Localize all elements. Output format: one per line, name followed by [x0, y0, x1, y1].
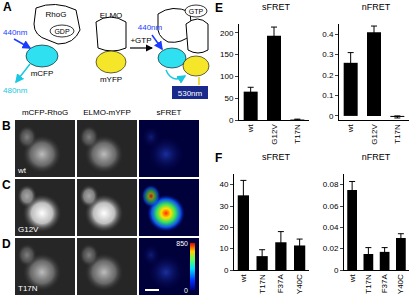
svg-text:10: 10 — [219, 244, 228, 253]
svg-text:0: 0 — [334, 266, 339, 275]
svg-text:sFRET: sFRET — [262, 152, 291, 162]
svg-text:mYFP: mYFP — [100, 75, 122, 84]
svg-text:0.3: 0.3 — [322, 50, 334, 59]
svg-text:nFRET: nFRET — [362, 2, 391, 12]
svg-text:wt: wt — [239, 273, 248, 283]
svg-text:C: C — [2, 178, 11, 192]
html-text:F: F — [215, 151, 223, 165]
svg-text:T17N: T17N — [18, 284, 38, 293]
svg-text:RhoG: RhoG — [46, 10, 67, 19]
svg-text:0: 0 — [224, 266, 229, 275]
svg-text:G12V: G12V — [370, 124, 379, 145]
svg-text:150: 150 — [220, 50, 234, 59]
svg-text:F37A: F37A — [276, 274, 285, 294]
svg-text:100: 100 — [220, 72, 234, 81]
svg-text:200: 200 — [220, 29, 234, 38]
svg-text:0.1: 0.1 — [322, 91, 334, 100]
svg-text:GTP: GTP — [189, 8, 204, 15]
svg-text:0: 0 — [229, 116, 234, 125]
svg-text:40: 40 — [219, 180, 228, 189]
svg-text:sFRET: sFRET — [262, 2, 291, 12]
svg-text:+GTP: +GTP — [130, 36, 151, 45]
svg-text:T17N: T17N — [393, 124, 402, 144]
svg-text:mCFP-RhoG: mCFP-RhoG — [22, 108, 68, 117]
html-text:E: E — [215, 1, 223, 15]
svg-text:850: 850 — [176, 240, 188, 247]
svg-text:0.2: 0.2 — [322, 71, 334, 80]
svg-text:20: 20 — [219, 223, 228, 232]
svg-text:Y40C: Y40C — [295, 274, 304, 294]
svg-text:Y40C: Y40C — [396, 274, 405, 294]
svg-text:mCFP: mCFP — [31, 69, 54, 78]
svg-text:wt: wt — [246, 123, 255, 133]
svg-text:B: B — [2, 119, 11, 133]
svg-text:440nm: 440nm — [138, 23, 163, 32]
svg-text:30: 30 — [219, 202, 228, 211]
svg-text:GDP: GDP — [54, 28, 70, 35]
svg-text:wt: wt — [348, 273, 357, 283]
svg-text:wt: wt — [346, 123, 355, 133]
svg-text:F37A: F37A — [380, 274, 389, 294]
svg-text:T17N: T17N — [258, 274, 267, 294]
svg-text:480nm: 480nm — [3, 86, 28, 95]
svg-text:0.06: 0.06 — [323, 202, 339, 211]
svg-text:wt: wt — [17, 166, 27, 175]
svg-text:D: D — [2, 237, 11, 251]
svg-text:0: 0 — [329, 112, 334, 121]
svg-text:440nm: 440nm — [3, 28, 28, 37]
svg-text:530nm: 530nm — [178, 89, 203, 98]
svg-text:G12V: G12V — [270, 124, 279, 145]
svg-text:T17N: T17N — [364, 274, 373, 294]
svg-text:0.08: 0.08 — [323, 180, 339, 189]
svg-text:sFRET: sFRET — [157, 108, 182, 117]
svg-text:0.02: 0.02 — [323, 244, 339, 253]
svg-text:0.4: 0.4 — [322, 30, 334, 39]
svg-text:A: A — [3, 0, 12, 14]
svg-text:ELMO-mYFP: ELMO-mYFP — [83, 108, 131, 117]
svg-text:0.04: 0.04 — [323, 223, 339, 232]
svg-text:nFRET: nFRET — [362, 152, 391, 162]
svg-text:T17N: T17N — [293, 124, 302, 144]
svg-text:0: 0 — [184, 287, 188, 294]
svg-text:50: 50 — [224, 94, 233, 103]
svg-text:ELMO: ELMO — [100, 11, 123, 20]
svg-text:G12V: G12V — [18, 225, 39, 234]
